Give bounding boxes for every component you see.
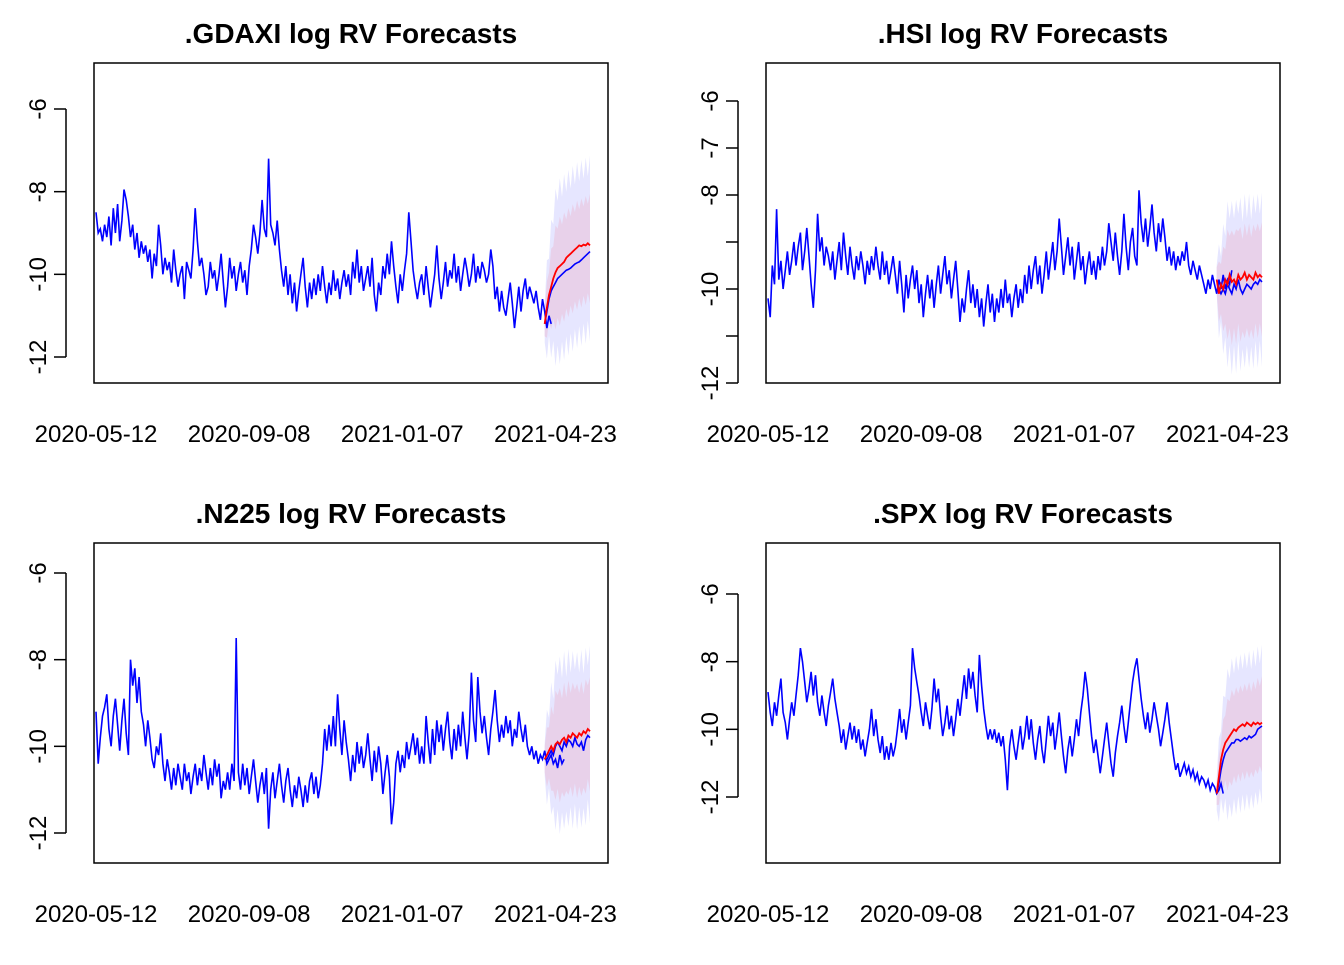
series-line-actual xyxy=(767,190,1233,327)
plot-frame xyxy=(765,62,1281,384)
series-line-forecast xyxy=(1215,721,1263,794)
plot-area xyxy=(95,155,591,367)
x-tick-label: 2021-04-23 xyxy=(494,421,617,448)
x-tick-label: 2020-05-12 xyxy=(707,421,830,448)
y-tick-label: -12 xyxy=(25,340,52,375)
chart-title: .SPX log RV Forecasts xyxy=(873,498,1173,529)
x-tick-label: 2020-05-12 xyxy=(35,421,158,448)
x-tick-label: 2021-01-07 xyxy=(1013,901,1136,928)
y-tick-label: -6 xyxy=(25,562,52,583)
y-tick-label: -12 xyxy=(697,780,724,815)
series-line-forecast xyxy=(543,242,591,325)
series-line-actual xyxy=(95,637,565,829)
series-line-actual xyxy=(767,647,1224,796)
y-tick-label: -12 xyxy=(697,366,724,401)
y-tick-label: -6 xyxy=(697,90,724,111)
series-line-forecast xyxy=(543,727,591,760)
y-tick-label: -8 xyxy=(25,649,52,670)
chart-panel-2: .HSI log RV Forecasts -6 -7 -8 -10 -12 2020-05… xyxy=(697,18,1289,448)
y-tick-label: -10 xyxy=(697,272,724,307)
plot-frame xyxy=(93,62,609,384)
y-tick-label: -6 xyxy=(697,583,724,604)
series-line-forecast xyxy=(1215,270,1263,294)
chart-title: .N225 log RV Forecasts xyxy=(196,498,507,529)
y-tick-label: -10 xyxy=(25,729,52,764)
y-tick-label: -12 xyxy=(25,816,52,851)
x-tick-label: 2021-01-07 xyxy=(341,421,464,448)
chart-panel-3: .N225 log RV Forecasts -6 -8 -10 -12 2020-05-… xyxy=(25,498,617,928)
plot-frame xyxy=(765,542,1281,864)
chart-title: .HSI log RV Forecasts xyxy=(878,18,1168,49)
chart-panel-4: .SPX log RV Forecasts -6 -8 -10 -12 2020-05-1… xyxy=(697,498,1289,928)
x-tick-label: 2021-04-23 xyxy=(494,901,617,928)
x-tick-label: 2020-09-08 xyxy=(860,901,983,928)
chart-title: .GDAXI log RV Forecasts xyxy=(185,18,517,49)
series-line-forecast-mean xyxy=(1215,278,1263,297)
x-tick-label: 2021-04-23 xyxy=(1166,901,1289,928)
y-tick-label: -8 xyxy=(697,651,724,672)
series-line-forecast-mean xyxy=(544,734,591,761)
series-line-forecast-mean xyxy=(1215,725,1263,794)
y-tick-label: -6 xyxy=(25,98,52,119)
x-tick-label: 2020-09-08 xyxy=(860,421,983,448)
series-line-forecast-mean xyxy=(543,251,591,325)
x-tick-label: 2020-09-08 xyxy=(188,421,311,448)
x-tick-label: 2020-05-12 xyxy=(35,901,158,928)
x-tick-label: 2020-05-12 xyxy=(707,901,830,928)
plot-area xyxy=(767,190,1263,375)
y-tick-label: -7 xyxy=(697,137,724,158)
y-tick-label: -10 xyxy=(697,712,724,747)
plot-frame xyxy=(93,542,609,864)
plot-area xyxy=(95,637,591,835)
y-tick-label: -10 xyxy=(25,257,52,292)
chart-panel-1: .GDAXI log RV Forecasts -6 -8 -10 -12 2020-05… xyxy=(25,18,617,448)
x-tick-label: 2021-01-07 xyxy=(1013,421,1136,448)
y-tick-label: -8 xyxy=(25,181,52,202)
forecast-band-inner xyxy=(544,193,590,338)
plot-area xyxy=(767,644,1263,822)
x-tick-label: 2021-01-07 xyxy=(341,901,464,928)
series-line-actual xyxy=(95,158,552,329)
x-tick-label: 2020-09-08 xyxy=(188,901,311,928)
x-tick-label: 2021-04-23 xyxy=(1166,421,1289,448)
y-tick-label: -8 xyxy=(697,184,724,205)
